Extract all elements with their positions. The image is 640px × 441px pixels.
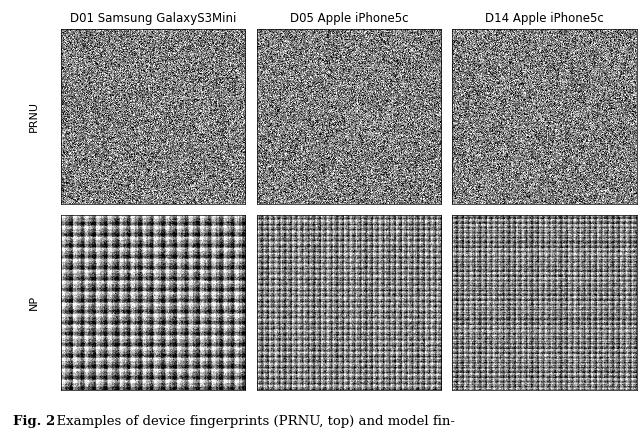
Text: NP: NP [29, 295, 39, 310]
Text: D01 Samsung GalaxyS3Mini: D01 Samsung GalaxyS3Mini [70, 12, 236, 25]
Text: Examples of device fingerprints (PRNU, top) and model fin-: Examples of device fingerprints (PRNU, t… [48, 415, 455, 428]
Text: Fig. 2: Fig. 2 [13, 415, 55, 428]
Text: D14 Apple iPhone5c: D14 Apple iPhone5c [485, 12, 604, 25]
Text: PRNU: PRNU [29, 101, 39, 132]
Text: D05 Apple iPhone5c: D05 Apple iPhone5c [289, 12, 408, 25]
